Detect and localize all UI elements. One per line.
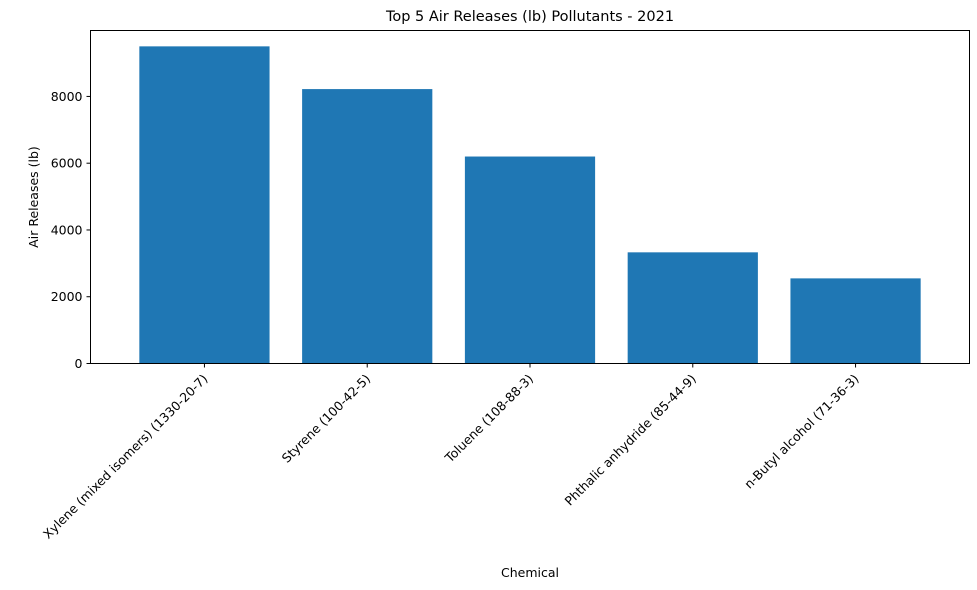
y-tick-label-2: 4000 (51, 222, 83, 237)
x-tick-label-2: Toluene (108-88-3) (441, 371, 536, 466)
plot-area: 0 2000 4000 6000 8000 Xylene (mixed isomers)… (40, 30, 970, 542)
x-tick-label-3: Phthalic anhydride (85-44-9) (561, 371, 698, 508)
y-axis: 0 2000 4000 6000 8000 (51, 89, 91, 371)
y-axis-label: Air Releases (lb) (26, 146, 41, 248)
x-tick-label-1: Styrene (100-42-5) (279, 371, 374, 466)
x-axis-label: Chemical (501, 565, 559, 580)
bar-0 (139, 46, 270, 364)
bar-1 (302, 89, 433, 364)
x-tick-label-0: Xylene (mixed isomers) (1330-20-7) (40, 371, 211, 542)
y-tick-label-4: 8000 (51, 89, 83, 104)
chart-title: Top 5 Air Releases (lb) Pollutants - 202… (385, 9, 674, 25)
x-axis: Xylene (mixed isomers) (1330-20-7) Styren… (40, 363, 862, 542)
y-tick-label-0: 0 (75, 356, 83, 371)
y-tick-label-1: 2000 (51, 289, 83, 304)
bar-2 (464, 156, 596, 364)
x-tick-label-4: n-Butyl alcohol (71-36-3) (741, 371, 862, 492)
bar-4 (790, 278, 921, 364)
y-tick-label-3: 6000 (51, 156, 83, 171)
bar-3 (627, 252, 758, 364)
bars-group (139, 46, 921, 364)
